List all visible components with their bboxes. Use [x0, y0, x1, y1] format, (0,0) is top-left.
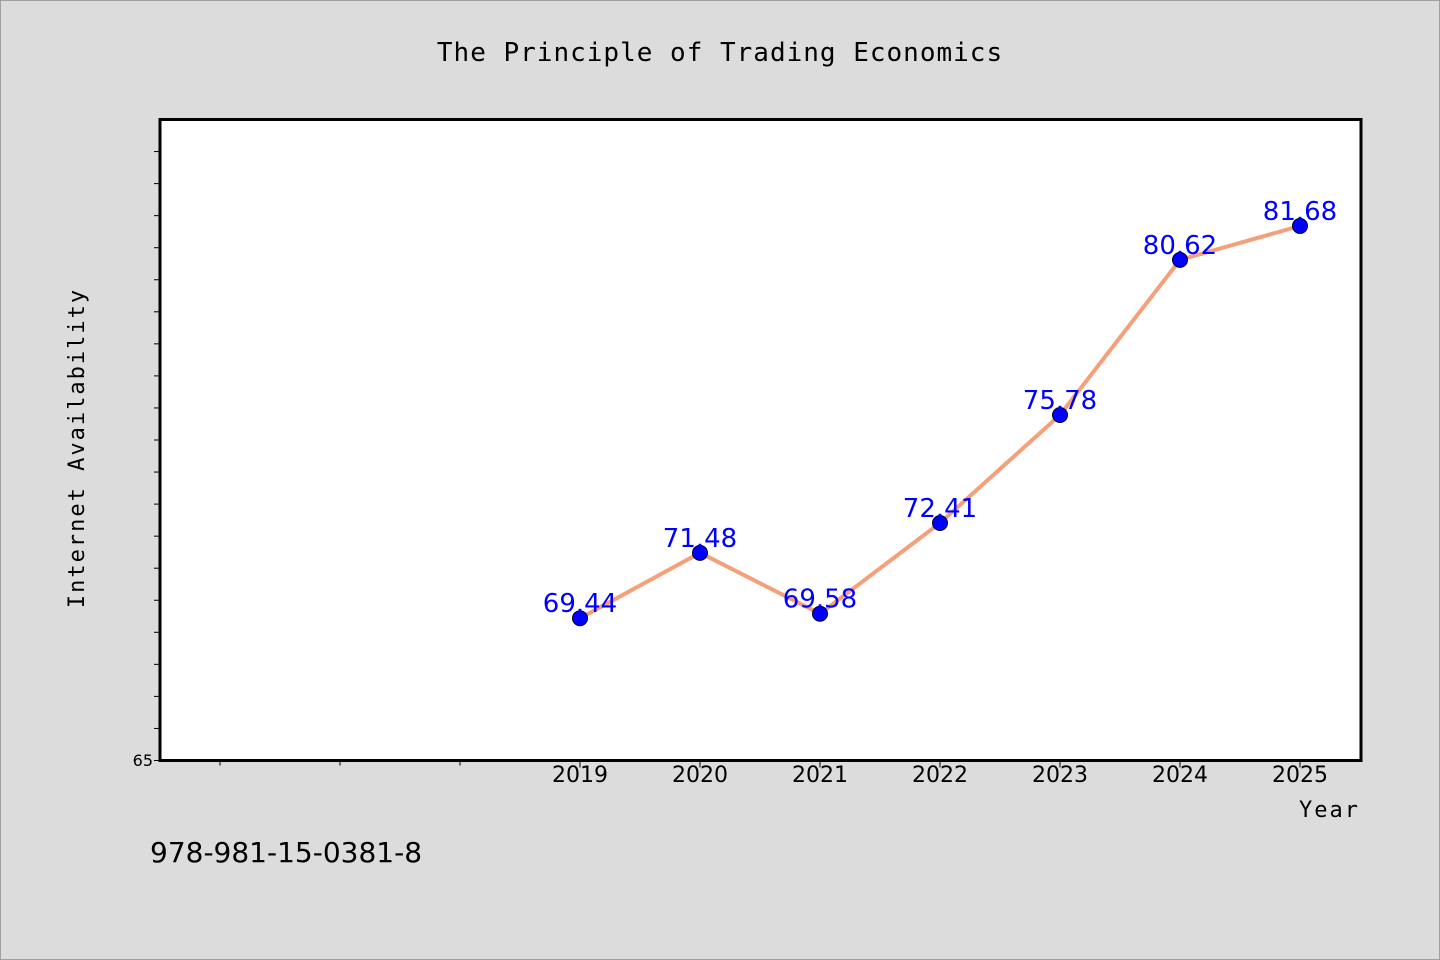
data-markers	[572, 217, 1308, 627]
data-label: 80.62	[1143, 231, 1217, 261]
data-point	[1292, 217, 1308, 234]
data-label: 81.68	[1263, 197, 1337, 227]
x-tick-label: 2019	[552, 763, 608, 788]
data-point	[812, 605, 828, 622]
x-axis-title: Year	[1299, 798, 1360, 823]
data-point	[572, 610, 588, 627]
data-label: 72.41	[903, 494, 977, 524]
x-tick-label: 2025	[1272, 763, 1328, 788]
data-labels: 69.44 71.48 69.58 72.41 75.78 80.62 81.68	[543, 197, 1337, 619]
data-point	[1172, 251, 1188, 268]
chart-title: The Principle of Trading Economics	[437, 38, 1003, 68]
x-tick-label: 2021	[792, 763, 848, 788]
data-point	[692, 544, 708, 561]
x-tick-label: 2022	[912, 763, 968, 788]
isbn-text: 978-981-15-0381-8	[150, 836, 422, 869]
data-point	[1052, 407, 1068, 424]
x-axis-tick-labels: 2019 2020 2021 2022 2023 2024 2025	[552, 761, 1328, 788]
data-label: 75.78	[1023, 386, 1097, 416]
data-label: 71.48	[663, 524, 737, 554]
y-axis-ticks	[154, 151, 159, 761]
x-tick-label: 2024	[1152, 763, 1208, 788]
data-point	[932, 515, 948, 532]
y-axis-title: Internet Availability	[65, 288, 90, 608]
x-tick-label: 2023	[1032, 763, 1088, 788]
x-axis-minor-ticks	[219, 761, 461, 766]
data-label: 69.44	[543, 589, 617, 619]
y-tick-label: 65	[133, 751, 153, 770]
x-tick-label: 2020	[672, 763, 728, 788]
plot-area	[158, 118, 1363, 762]
data-label: 69.58	[783, 585, 857, 615]
